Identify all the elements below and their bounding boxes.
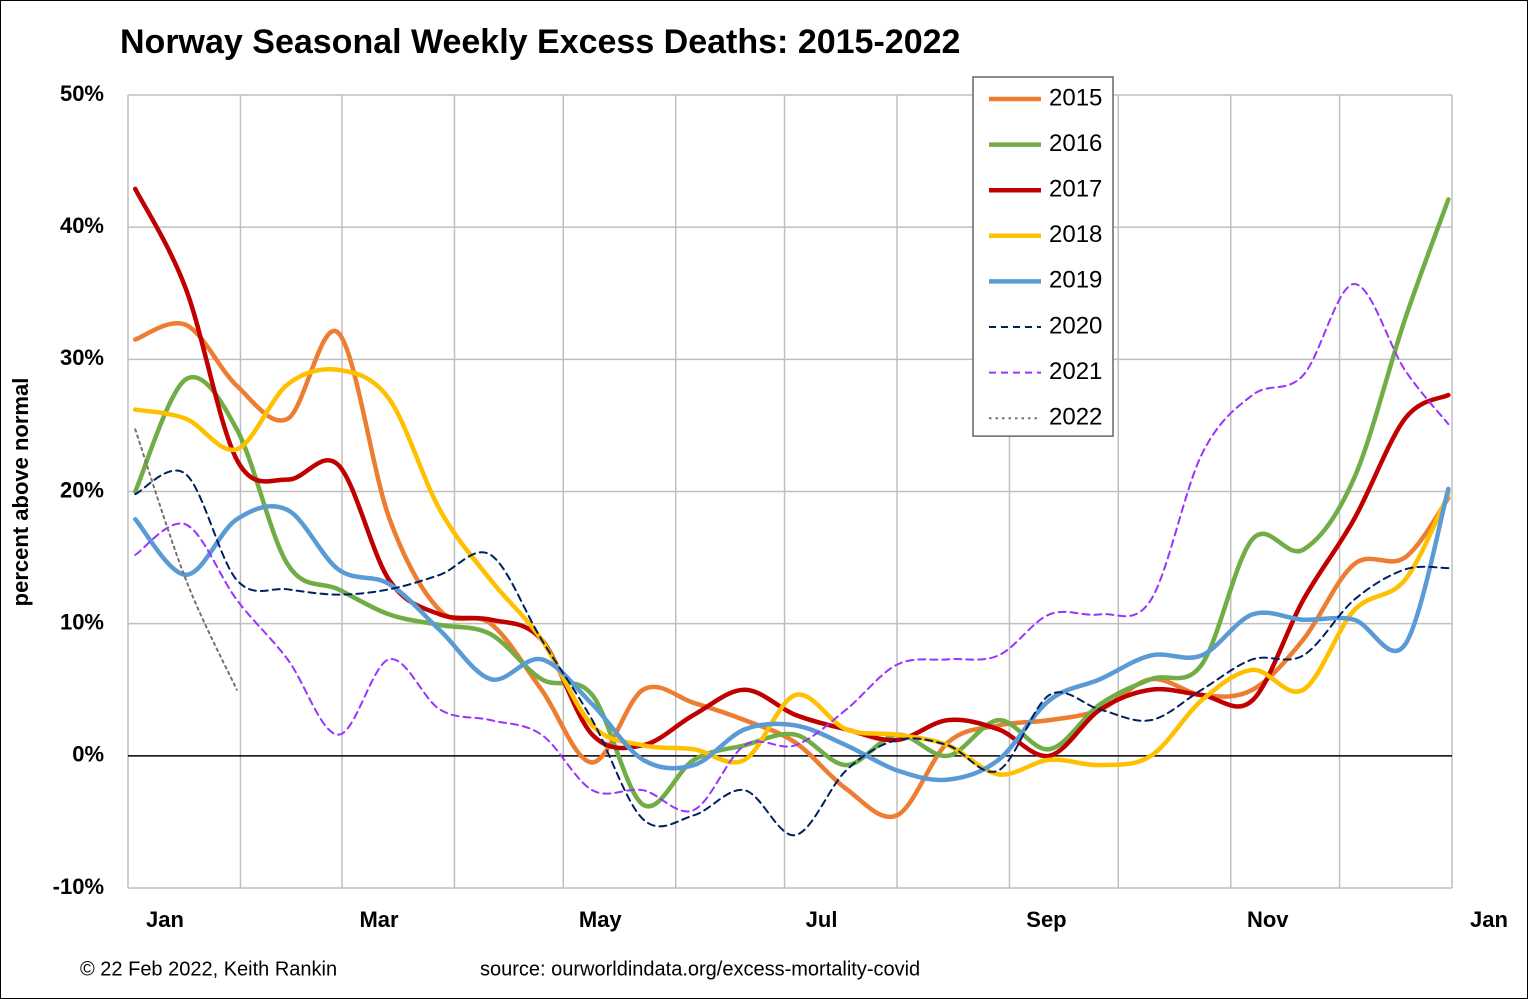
- y-tick-label: 40%: [60, 213, 104, 238]
- y-tick-label: 0%: [72, 742, 104, 767]
- legend-label: 2018: [1049, 221, 1102, 248]
- legend-label: 2021: [1049, 358, 1102, 385]
- legend: 2015 2016 2017 2018 2019 2020 2021 2022: [972, 76, 1114, 437]
- y-tick-label: 10%: [60, 609, 104, 634]
- y-tick-label: 20%: [60, 477, 104, 502]
- legend-label: 2022: [1049, 404, 1102, 431]
- legend-box: [972, 76, 1114, 437]
- x-tick-label: Sep: [1026, 907, 1066, 932]
- y-axis-label: percent above normal: [8, 378, 33, 607]
- footer-source: source: ourworldindata.org/excess-mortal…: [480, 958, 920, 980]
- series-line: [134, 428, 238, 691]
- legend-label: 2019: [1049, 267, 1102, 294]
- x-tick-label: Jan: [146, 907, 184, 932]
- series-line: [134, 469, 1450, 837]
- series-line: [133, 321, 1451, 820]
- series-line: [133, 367, 1451, 777]
- x-tick-label: Jan: [1470, 907, 1508, 932]
- series-line: [133, 486, 1451, 783]
- x-tick-label: Nov: [1247, 907, 1289, 932]
- legend-label: 2020: [1049, 312, 1102, 339]
- y-tick-label: 50%: [60, 81, 104, 106]
- footer-credit: © 22 Feb 2022, Keith Rankin: [80, 958, 337, 980]
- legend-label: 2017: [1049, 176, 1102, 203]
- legend-label: 2015: [1049, 84, 1102, 111]
- chart-title: Norway Seasonal Weekly Excess Deaths: 20…: [120, 23, 960, 61]
- x-tick-label: Mar: [359, 907, 399, 932]
- legend-label: 2016: [1049, 130, 1102, 157]
- x-tick-label: Jul: [806, 907, 838, 932]
- x-tick-label: May: [579, 907, 623, 932]
- y-tick-label: -10%: [53, 874, 104, 899]
- series-line: [133, 197, 1451, 809]
- series-line: [133, 186, 1451, 759]
- series-line: [134, 282, 1450, 813]
- y-tick-label: 30%: [60, 345, 104, 370]
